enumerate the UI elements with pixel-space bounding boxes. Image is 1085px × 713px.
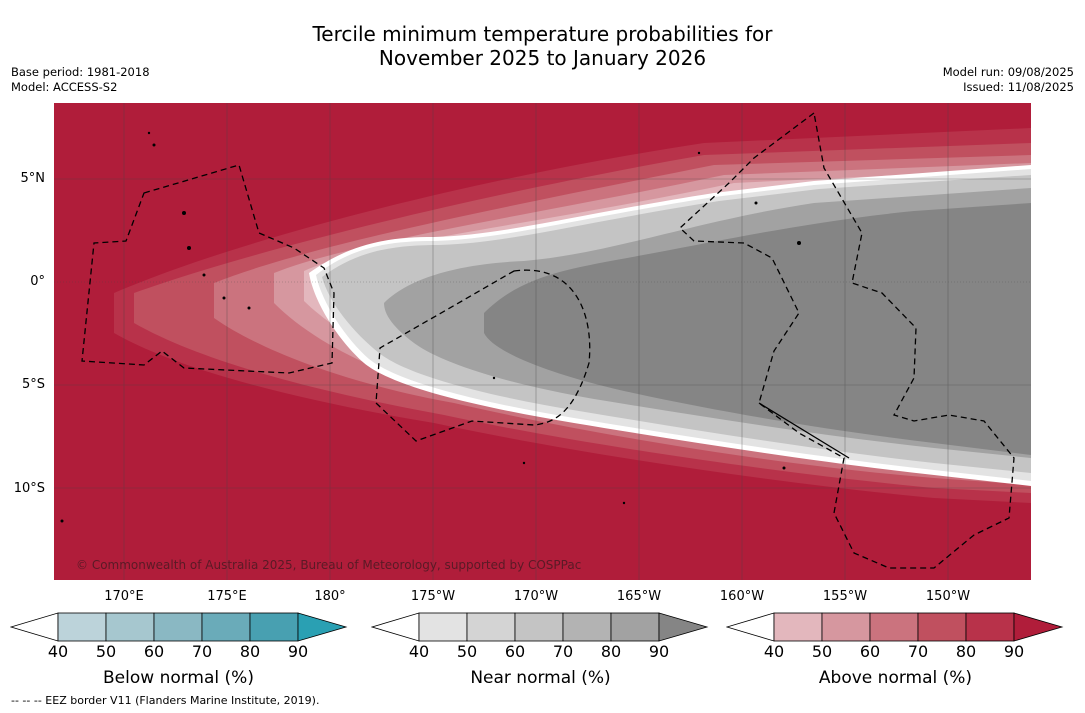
graticule (54, 103, 1031, 580)
probability-map (54, 103, 1031, 580)
lat-label: 0° (30, 274, 45, 289)
colorbar-segment (249, 612, 299, 642)
colorbar-tick-label: 50 (456, 642, 478, 661)
colorbar-tick-label: 90 (1003, 642, 1025, 661)
colorbar-tick-label: 40 (47, 642, 69, 661)
colorbar-under-triangle (10, 612, 59, 642)
boundary-line (758, 402, 850, 459)
colorbar-tick-label: 40 (763, 642, 785, 661)
meta-right: Model run: 09/08/2025 Issued: 11/08/2025 (943, 65, 1074, 95)
above-normal-title: Above normal (%) (818, 668, 973, 688)
colorbar-tick-label: 90 (648, 642, 670, 661)
colorbar-tick-label: 50 (811, 642, 833, 661)
map-credit: © Commonwealth of Australia 2025, Bureau… (76, 558, 582, 572)
colorbar-tick-label: 40 (408, 642, 430, 661)
above-normal-colorbar (726, 612, 1064, 642)
colorbar-segment (562, 612, 612, 642)
lat-label: 5°S (21, 377, 45, 392)
colorbar-segment (514, 612, 564, 642)
issued-date: Issued: 11/08/2025 (963, 80, 1074, 94)
colorbar-tick-label: 50 (95, 642, 117, 661)
base-period: Base period: 1981-2018 (11, 65, 150, 79)
lat-label: 5°N (20, 171, 46, 186)
below-normal-title: Below normal (%) (103, 668, 254, 688)
colorbar-segment (965, 612, 1015, 642)
near-normal-title: Near normal (%) (470, 668, 611, 688)
model-name: Model: ACCESS-S2 (11, 80, 118, 94)
colorbar-under-triangle (726, 612, 775, 642)
lon-label: 170°E (104, 589, 144, 604)
lon-label: 150°W (925, 589, 971, 604)
near-normal-90-band (484, 203, 1031, 455)
colorbar-tick-label: 60 (143, 642, 165, 661)
colorbar-segment (466, 612, 516, 642)
colorbar-segment (917, 612, 967, 642)
colorbar-segment (57, 612, 107, 642)
colorbar-segment (105, 612, 155, 642)
lon-label: 155°W (822, 589, 868, 604)
colorbar-segment (821, 612, 871, 642)
near-normal-colorbar (371, 612, 709, 642)
model-run: Model run: 09/08/2025 (942, 65, 1074, 79)
below-normal-colorbar (10, 612, 348, 642)
colorbar-tick-label: 60 (504, 642, 526, 661)
islands (60, 131, 801, 523)
meta-left: Base period: 1981-2018 Model: ACCESS-S2 (11, 65, 150, 95)
colorbar-tick-label: 70 (907, 642, 929, 661)
colorbar-tick-label: 80 (955, 642, 977, 661)
colorbar-segment (201, 612, 251, 642)
eez-borders (81, 111, 1015, 569)
colorbar-segment (773, 612, 823, 642)
colorbar-under-triangle (371, 612, 420, 642)
lon-label: 180° (314, 589, 346, 604)
colorbar-segment (610, 612, 660, 642)
lon-label: 175°E (207, 589, 247, 604)
title-line-2: November 2025 to January 2026 (378, 46, 707, 70)
lon-label: 160°W (719, 589, 765, 604)
colorbar-segment (153, 612, 203, 642)
lon-label: 175°W (410, 589, 456, 604)
colorbar-tick-label: 80 (239, 642, 261, 661)
eez-note: -- -- -- EEZ border V11 (Flanders Marine… (11, 694, 320, 707)
colorbar-tick-label: 80 (600, 642, 622, 661)
colorbar-over-triangle (1013, 612, 1064, 642)
colorbar-tick-label: 70 (191, 642, 213, 661)
colorbar-tick-label: 60 (859, 642, 881, 661)
colorbar-tick-label: 90 (287, 642, 309, 661)
title-line-1: Tercile minimum temperature probabilitie… (312, 22, 773, 46)
colorbar-segment (418, 612, 468, 642)
colorbar-over-triangle (297, 612, 348, 642)
colorbar-over-triangle (658, 612, 709, 642)
lon-label: 170°W (513, 589, 559, 604)
map-title: Tercile minimum temperature probabilitie… (0, 22, 1085, 70)
colorbar-segment (869, 612, 919, 642)
lon-label: 165°W (616, 589, 662, 604)
colorbar-tick-label: 70 (552, 642, 574, 661)
lat-label: 10°S (13, 481, 45, 496)
